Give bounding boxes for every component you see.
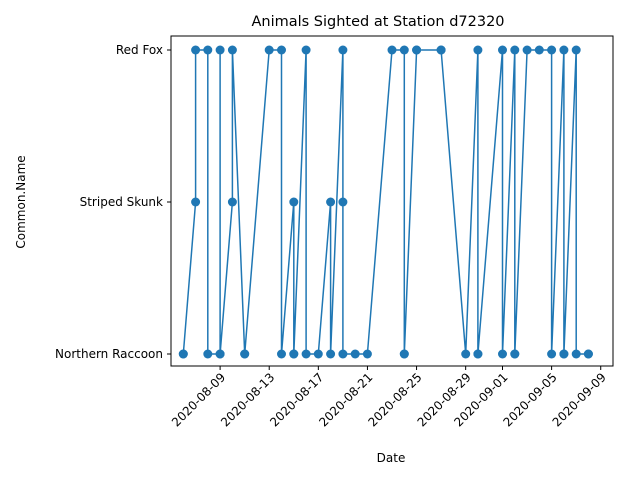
data-point <box>338 197 348 207</box>
data-point <box>571 45 581 55</box>
data-point <box>313 349 323 359</box>
data-point <box>362 349 372 359</box>
data-point <box>203 349 213 359</box>
data-point <box>399 349 409 359</box>
data-point <box>498 45 507 55</box>
data-point <box>522 45 532 55</box>
data-point <box>191 45 201 55</box>
data-point <box>215 349 225 359</box>
data-point <box>399 45 409 55</box>
y-tick-label: Red Fox <box>116 43 163 57</box>
y-axis-label: Common.Name <box>14 155 28 248</box>
data-point <box>547 45 557 55</box>
data-point <box>227 197 237 207</box>
data-point <box>178 349 188 359</box>
data-point <box>510 45 520 55</box>
data-point <box>289 197 299 207</box>
chart-title: Animals Sighted at Station d72320 <box>251 14 504 30</box>
data-point <box>534 45 544 55</box>
data-point <box>387 45 397 55</box>
data-point <box>240 349 250 359</box>
data-point <box>191 197 201 207</box>
data-point <box>350 349 360 359</box>
data-point <box>227 45 237 55</box>
data-point <box>559 349 569 359</box>
data-point <box>338 349 348 359</box>
data-point <box>473 45 483 55</box>
data-point <box>510 349 520 359</box>
data-point <box>326 349 336 359</box>
plot-frame <box>170 35 614 367</box>
data-point <box>301 45 311 55</box>
data-point <box>215 45 225 55</box>
y-tick-label: Striped Skunk <box>80 195 163 209</box>
data-point <box>436 45 446 55</box>
y-tick-label: Northern Raccoon <box>55 347 163 361</box>
data-point <box>571 349 581 359</box>
data-point <box>277 45 286 55</box>
data-point <box>473 349 483 359</box>
data-point <box>583 349 593 359</box>
data-point <box>203 45 213 55</box>
data-point <box>264 45 274 55</box>
data-series <box>178 45 593 359</box>
data-point <box>461 349 471 359</box>
data-point <box>326 197 336 207</box>
data-point <box>547 349 557 359</box>
data-point <box>301 349 311 359</box>
x-axis-label: Date <box>377 451 406 465</box>
data-point <box>277 349 286 359</box>
data-point <box>412 45 422 55</box>
data-point <box>559 45 569 55</box>
data-point <box>498 349 507 359</box>
data-point <box>338 45 348 55</box>
data-point <box>289 349 299 359</box>
